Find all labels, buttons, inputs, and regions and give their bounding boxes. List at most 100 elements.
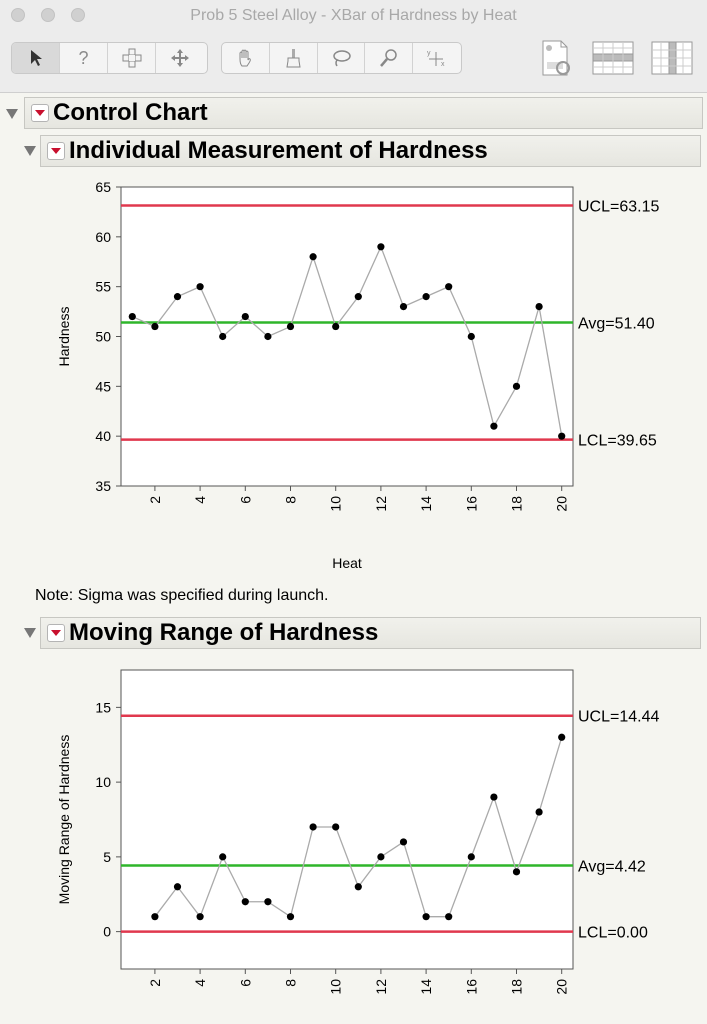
moving-range-data-point xyxy=(399,838,408,846)
individual-data-point xyxy=(241,312,249,321)
zoom-window-button[interactable] xyxy=(71,8,85,22)
moving-range-xtick-label: 12 xyxy=(373,979,389,995)
sigma-note: Note: Sigma was specified during launch. xyxy=(35,587,329,604)
individual-xtick-label: 18 xyxy=(509,496,525,512)
individual-xtick-label: 2 xyxy=(147,496,163,504)
individual-xtick-label: 12 xyxy=(373,496,389,512)
moving-range-xtick-label: 20 xyxy=(554,979,570,995)
individual-ytick-label: 40 xyxy=(95,428,111,444)
help-tool-button[interactable]: ? xyxy=(60,43,108,73)
individual-data-point xyxy=(219,332,227,341)
brush-tool-button[interactable] xyxy=(270,43,318,73)
individual-limit-label: LCL=39.65 xyxy=(578,433,657,450)
individual-menu-icon[interactable] xyxy=(47,142,65,160)
close-window-button[interactable] xyxy=(11,8,25,22)
individual-plot-frame xyxy=(120,186,574,487)
individual-data-point xyxy=(264,332,272,341)
moving-range-disclosure-icon[interactable] xyxy=(24,628,36,638)
moving-range-data-point xyxy=(490,793,498,801)
crosshair-tool-button[interactable] xyxy=(108,43,156,73)
window-title: Prob 5 Steel Alloy - XBar of Hardness by… xyxy=(190,7,517,24)
moving-range-limit-label: Avg=4.42 xyxy=(578,859,646,876)
individual-data-point xyxy=(445,283,453,291)
moving-range-data-point xyxy=(309,823,317,831)
arrow-tool-button[interactable] xyxy=(12,43,60,73)
individual-xtick-label: 6 xyxy=(237,496,253,504)
individual-data-point xyxy=(512,382,521,390)
individual-data-point xyxy=(354,293,362,301)
moving-range-plot-frame xyxy=(120,669,574,970)
individual-data-point xyxy=(196,283,204,291)
moving-range-ytick-label: 10 xyxy=(95,774,111,790)
moving-range-title: Moving Range of Hardness xyxy=(69,619,379,646)
individual-data-point xyxy=(490,422,498,430)
minimize-window-button[interactable] xyxy=(41,8,55,22)
individual-data-point xyxy=(332,322,340,331)
control-chart-disclosure-icon[interactable] xyxy=(6,109,18,119)
individual-data-point xyxy=(286,322,295,331)
moving-range-ytick-label: 5 xyxy=(103,849,111,865)
control-chart-title: Control Chart xyxy=(53,99,208,126)
moving-range-xtick-label: 8 xyxy=(283,979,299,987)
question-icon: ? xyxy=(78,47,89,68)
individual-limit-label: UCL=63.15 xyxy=(578,198,659,215)
control-chart-outline-header: Control Chart xyxy=(24,97,703,129)
individual-data-point xyxy=(377,243,385,251)
moving-range-xtick-label: 14 xyxy=(418,979,434,995)
individual-limit-label: Avg=51.40 xyxy=(578,316,655,333)
tool-group-1: ? xyxy=(11,42,208,74)
column-icon xyxy=(651,41,693,75)
crosshair-icon xyxy=(122,48,141,68)
individual-data-point xyxy=(558,432,566,440)
individual-data-point xyxy=(309,253,317,261)
moving-range-outline-header: Moving Range of Hardness xyxy=(40,617,701,649)
individual-disclosure-icon[interactable] xyxy=(24,146,36,156)
individual-xtick-label: 8 xyxy=(283,496,299,504)
moving-range-xtick-label: 4 xyxy=(192,979,208,987)
magnifier-icon xyxy=(379,49,397,67)
individual-title: Individual Measurement of Hardness xyxy=(69,137,488,164)
individual-xtick-label: 4 xyxy=(192,496,208,504)
moving-range-xtick-label: 18 xyxy=(509,979,525,995)
moving-range-ytick-label: 15 xyxy=(95,699,111,715)
moving-range-menu-icon[interactable] xyxy=(47,624,65,642)
individual-data-point xyxy=(173,293,182,301)
moving-range-data-point xyxy=(286,913,295,921)
individual-ytick-label: 60 xyxy=(95,229,111,245)
moving-range-data-point xyxy=(173,883,182,891)
individual-xtick-label: 16 xyxy=(463,496,479,512)
column-view-button[interactable] xyxy=(650,36,694,80)
moving-range-y-axis-label: Moving Range of Hardness xyxy=(56,735,72,905)
save-jmp-button[interactable] xyxy=(533,36,577,80)
grabber-tool-button[interactable] xyxy=(156,43,204,73)
table-icon xyxy=(592,41,634,75)
magnifier-tool-button[interactable] xyxy=(365,43,414,73)
control-chart-menu-icon[interactable] xyxy=(31,104,49,122)
svg-text:x: x xyxy=(441,61,445,68)
moving-range-data-point xyxy=(332,823,340,831)
moving-range-xtick-label: 10 xyxy=(328,979,344,995)
hand-tool-button[interactable] xyxy=(222,43,270,73)
individual-x-axis-label: Heat xyxy=(332,555,362,571)
individual-ytick-label: 45 xyxy=(95,378,111,394)
individual-outline-header: Individual Measurement of Hardness xyxy=(40,135,701,167)
moving-range-data-point xyxy=(467,853,475,861)
moving-range-data-point xyxy=(264,898,272,906)
individual-ytick-label: 55 xyxy=(95,279,111,295)
moving-range-data-point xyxy=(241,898,249,906)
hand-icon xyxy=(239,49,252,67)
individual-xtick-label: 10 xyxy=(328,496,344,512)
lasso-tool-button[interactable] xyxy=(318,43,366,73)
moving-range-data-point xyxy=(196,913,204,921)
xy-crosshair-icon: yx xyxy=(427,50,445,68)
individual-series-line xyxy=(132,245,563,437)
individual-y-axis-label: Hardness xyxy=(56,307,72,367)
individual-ytick-label: 65 xyxy=(95,179,111,195)
moving-range-data-point xyxy=(512,868,521,876)
individual-data-point xyxy=(151,322,159,331)
moving-range-data-point xyxy=(151,913,159,921)
individual-ytick-label: 50 xyxy=(95,329,111,345)
data-table-button[interactable] xyxy=(591,36,635,80)
